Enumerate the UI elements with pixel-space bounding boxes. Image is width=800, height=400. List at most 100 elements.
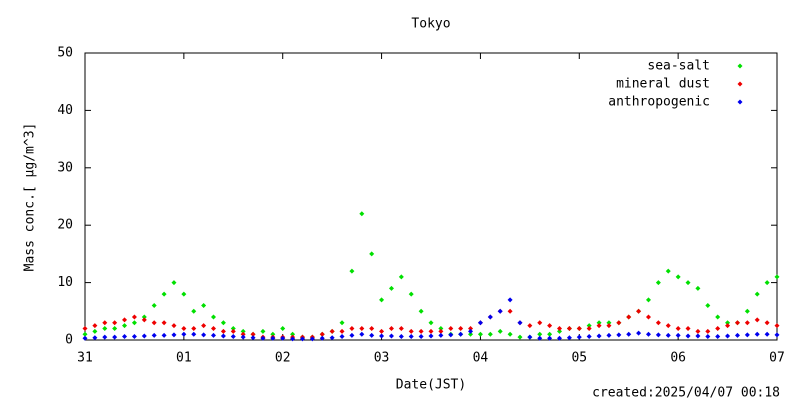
data-point [418, 308, 424, 314]
data-point [586, 326, 592, 332]
data-point [586, 323, 592, 329]
data-point [230, 334, 236, 340]
data-point [606, 323, 612, 329]
data-point [448, 326, 454, 332]
data-point [695, 333, 701, 339]
data-point [260, 335, 266, 341]
data-point [339, 334, 345, 340]
data-point [379, 333, 385, 339]
data-point [517, 320, 523, 326]
data-point [596, 320, 602, 326]
data-point [379, 328, 385, 334]
data-point [171, 280, 177, 286]
data-point [131, 320, 137, 326]
data-point [171, 323, 177, 329]
data-point [566, 326, 572, 332]
data-point [388, 326, 394, 332]
data-point [151, 303, 157, 309]
data-point [319, 335, 325, 341]
data-point [201, 303, 207, 309]
data-point [369, 332, 375, 338]
data-point [606, 320, 612, 326]
data-point [181, 326, 187, 332]
data-point [161, 291, 167, 297]
data-point [715, 334, 721, 340]
data-point [418, 328, 424, 334]
x-tick-label: 31 [77, 351, 93, 366]
data-point [191, 326, 197, 332]
data-point [299, 336, 305, 342]
data-point [616, 332, 622, 338]
data-point [675, 326, 681, 332]
x-axis-label: Date(JST) [396, 378, 466, 393]
plot-border [84, 52, 778, 341]
data-point [665, 268, 671, 274]
data-point [576, 326, 582, 332]
data-point [596, 323, 602, 329]
data-point [359, 211, 365, 217]
data-point [645, 314, 651, 320]
data-point [122, 317, 128, 323]
data-point [201, 323, 207, 329]
data-point [92, 328, 98, 334]
data-point [725, 333, 731, 339]
data-point [547, 323, 553, 329]
data-point [734, 332, 740, 338]
data-point [398, 334, 404, 340]
data-point [92, 323, 98, 329]
data-point [388, 333, 394, 339]
data-point [665, 323, 671, 329]
data-point [537, 331, 543, 337]
data-point [398, 326, 404, 332]
legend-marker [737, 63, 743, 69]
data-point [151, 320, 157, 326]
data-point [725, 320, 731, 326]
data-point [161, 320, 167, 326]
x-tick-label: 04 [473, 351, 489, 366]
data-point [754, 331, 760, 337]
data-point [468, 326, 474, 332]
data-point [102, 326, 108, 332]
data-point [665, 332, 671, 338]
data-point [655, 320, 661, 326]
data-point [645, 331, 651, 337]
data-point [359, 326, 365, 332]
data-point [774, 274, 780, 280]
x-tick-label: 07 [769, 351, 785, 366]
data-point [764, 320, 770, 326]
data-point [359, 331, 365, 337]
annotation: created:2025/04/07 00:18 [592, 386, 780, 400]
data-point [695, 285, 701, 291]
data-point [616, 320, 622, 326]
x-tick-label: 01 [176, 351, 192, 366]
y-tick-label: 10 [57, 275, 73, 290]
data-point [102, 320, 108, 326]
data-point [82, 335, 88, 341]
data-point [636, 308, 642, 314]
data-point [487, 314, 493, 320]
data-point [458, 326, 464, 332]
data-point [191, 308, 197, 314]
data-point [626, 331, 632, 337]
data-point [675, 332, 681, 338]
data-point [240, 331, 246, 337]
data-point [557, 326, 563, 332]
data-point [260, 328, 266, 334]
data-point [566, 335, 572, 341]
data-point [349, 332, 355, 338]
data-point [329, 335, 335, 341]
data-point [270, 331, 276, 337]
data-point [685, 280, 691, 286]
data-point [339, 320, 345, 326]
legend-label: sea-salt [647, 59, 710, 74]
data-point [586, 334, 592, 340]
data-point [715, 326, 721, 332]
data-point [477, 331, 483, 337]
data-point [220, 320, 226, 326]
data-point [715, 314, 721, 320]
data-point [349, 326, 355, 332]
data-point [369, 326, 375, 332]
data-point [744, 332, 750, 338]
data-point [557, 328, 563, 334]
data-point [576, 334, 582, 340]
